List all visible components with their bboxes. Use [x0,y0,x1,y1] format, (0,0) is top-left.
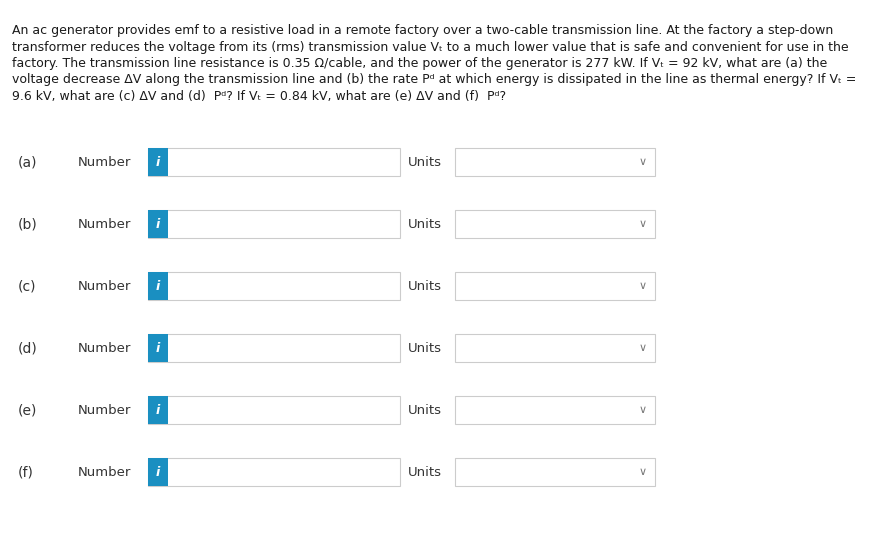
Bar [455,210,655,238]
Text: ∨: ∨ [639,157,647,167]
Bar [455,148,655,176]
Text: An ac generator provides emf to a resistive load in a remote factory over a two-: An ac generator provides emf to a resist… [12,24,833,37]
Text: (f): (f) [18,465,34,479]
Bar [148,334,400,362]
Bar [148,272,168,300]
Text: i: i [156,217,160,231]
Text: voltage decrease ΔV along the transmission line and (b) the rate Pᵈ at which ene: voltage decrease ΔV along the transmissi… [12,74,857,87]
Text: (d): (d) [18,341,38,355]
Text: (c): (c) [18,279,37,293]
Bar [148,396,168,424]
Text: i: i [156,466,160,479]
Bar [455,396,655,424]
Text: Units: Units [408,404,442,417]
Text: Number: Number [78,217,132,231]
Text: i: i [156,341,160,355]
Text: Units: Units [408,466,442,479]
Bar [148,148,168,176]
Text: factory. The transmission line resistance is 0.35 Ω/cable, and the power of the : factory. The transmission line resistanc… [12,57,827,70]
Bar [148,272,400,300]
Text: (a): (a) [18,155,38,169]
Text: (b): (b) [18,217,38,231]
Text: Number: Number [78,466,132,479]
Text: 9.6 kV, what are (c) ΔV and (d)  Pᵈ? If Vₜ = 0.84 kV, what are (e) ΔV and (f)  P: 9.6 kV, what are (c) ΔV and (d) Pᵈ? If V… [12,90,506,103]
Text: Units: Units [408,217,442,231]
Text: ∨: ∨ [639,467,647,477]
Bar [148,148,400,176]
Text: i: i [156,279,160,293]
Bar [455,458,655,486]
Text: ∨: ∨ [639,281,647,291]
Bar [148,396,400,424]
Text: Units: Units [408,341,442,355]
Text: i: i [156,155,160,169]
Bar [148,458,168,486]
Bar [148,334,168,362]
Bar [148,210,400,238]
Text: Number: Number [78,341,132,355]
Bar [148,458,400,486]
Text: Units: Units [408,155,442,169]
Text: Number: Number [78,279,132,293]
Bar [455,272,655,300]
Text: Number: Number [78,404,132,417]
Text: (e): (e) [18,403,38,417]
Bar [455,334,655,362]
Text: Units: Units [408,279,442,293]
Text: ∨: ∨ [639,405,647,415]
Bar [148,210,168,238]
Text: i: i [156,404,160,417]
Text: transformer reduces the voltage from its (rms) transmission value Vₜ to a much l: transformer reduces the voltage from its… [12,41,849,53]
Text: ∨: ∨ [639,219,647,229]
Text: Number: Number [78,155,132,169]
Text: ∨: ∨ [639,343,647,353]
